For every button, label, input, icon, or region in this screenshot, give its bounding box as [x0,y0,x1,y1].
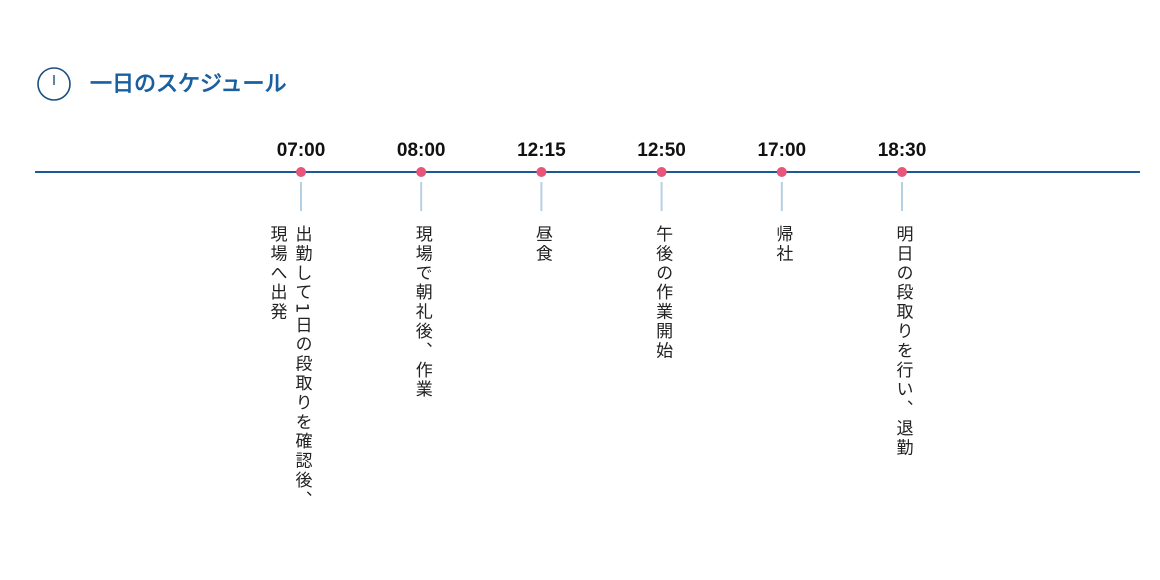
description: 明日の段取りを行い、退勤 [892,225,913,458]
time-dot [656,167,667,177]
time-dot [776,167,787,177]
description: 昼食 [531,225,552,264]
time-label: 08:00 [396,140,446,161]
time-label: 18:30 [877,140,927,161]
description: 帰社 [772,225,793,264]
time-label: 07:00 [276,140,326,161]
time-dot [536,167,547,177]
description: 午後の作業開始 [652,225,673,361]
time-dot [296,167,306,177]
time-label: 12:50 [637,140,686,161]
time-dot [897,167,907,177]
clock-icon [37,67,71,101]
time-label: 17:00 [757,140,807,161]
page-title: 一日のスケジュール [90,72,287,97]
time-label: 12:15 [517,140,566,161]
description: 出勤して1日の段取りを確認後、現場へ出発 [266,225,312,510]
time-dot [416,167,427,177]
description: 現場で朝礼後、作業 [411,225,432,400]
